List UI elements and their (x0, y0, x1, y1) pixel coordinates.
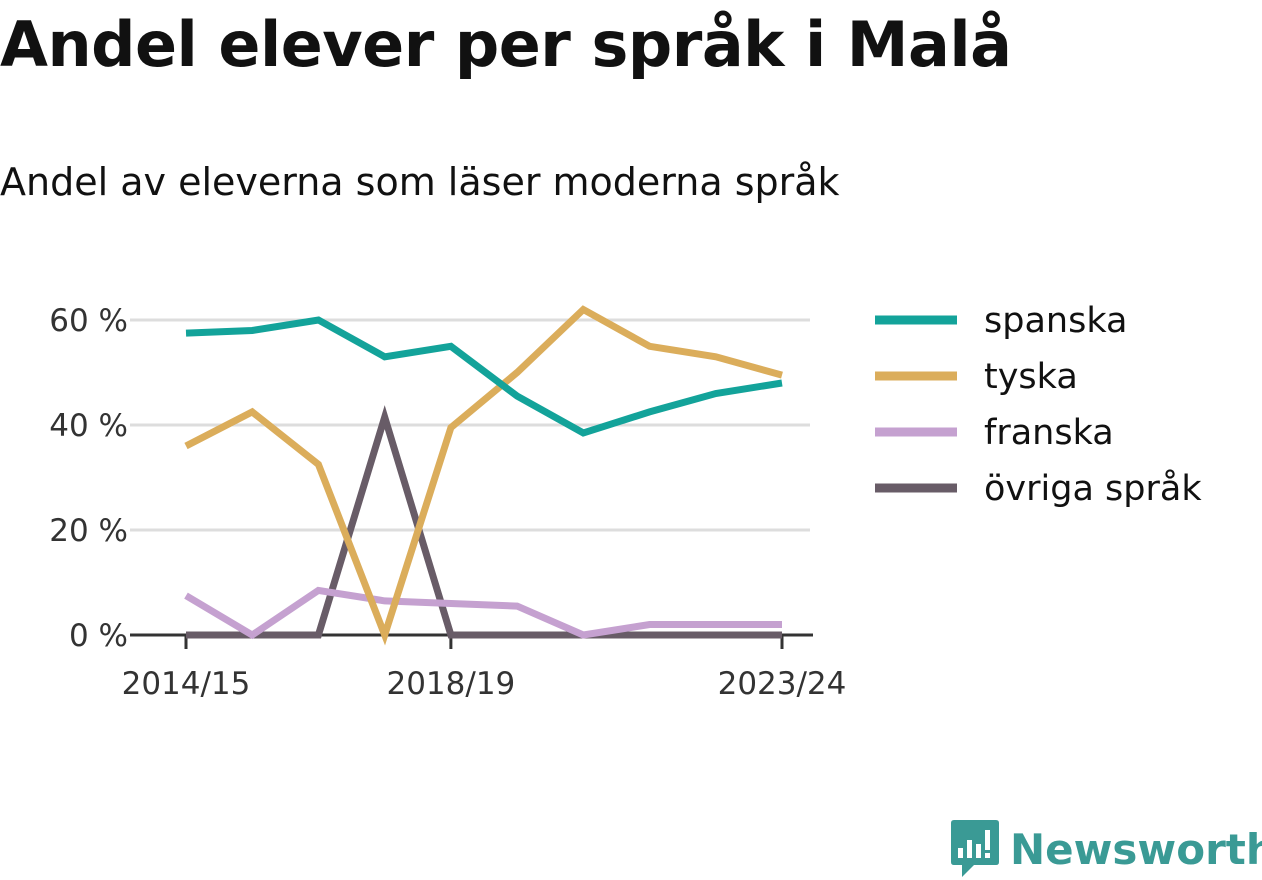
x-axis: 2014/15 2018/19 2023/24 (122, 633, 847, 702)
newsworthy-logo-icon (951, 820, 999, 877)
series-line-franska (184, 586, 782, 640)
series-lines (184, 305, 783, 646)
legend: spanska tyska franska övriga språk (875, 301, 1202, 509)
y-tick-label: 0 % (69, 618, 128, 654)
series-line-tyska (184, 305, 783, 646)
brand-name: Newsworthy (1010, 824, 1262, 874)
legend-label: tyska (984, 357, 1078, 397)
y-axis: 0 % 20 % 40 % 60 % (49, 303, 128, 654)
chart-subtitle: Andel av eleverna som läser moderna språ… (0, 160, 840, 204)
legend-label: franska (984, 413, 1114, 453)
x-tick-label: 2023/24 (718, 666, 847, 702)
y-tick-label: 60 % (49, 303, 128, 339)
legend-label: spanska (984, 301, 1127, 341)
series-line-övriga-språk (186, 405, 782, 639)
brand-logo: Newsworthy (950, 818, 1262, 880)
x-tick-label: 2018/19 (386, 666, 515, 702)
chart-title: Andel elever per språk i Malå (0, 8, 1012, 81)
gridlines (130, 318, 810, 532)
y-tick-label: 40 % (49, 408, 128, 444)
y-tick-label: 20 % (49, 513, 128, 549)
series-line-spanska (185, 316, 783, 437)
legend-label: övriga språk (984, 468, 1202, 509)
x-tick-label: 2014/15 (122, 666, 251, 702)
